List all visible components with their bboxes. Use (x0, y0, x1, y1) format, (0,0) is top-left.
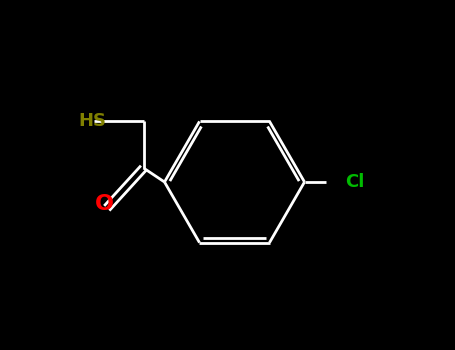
Text: Cl: Cl (345, 173, 364, 191)
Text: HS: HS (79, 112, 107, 130)
Text: O: O (95, 194, 114, 214)
